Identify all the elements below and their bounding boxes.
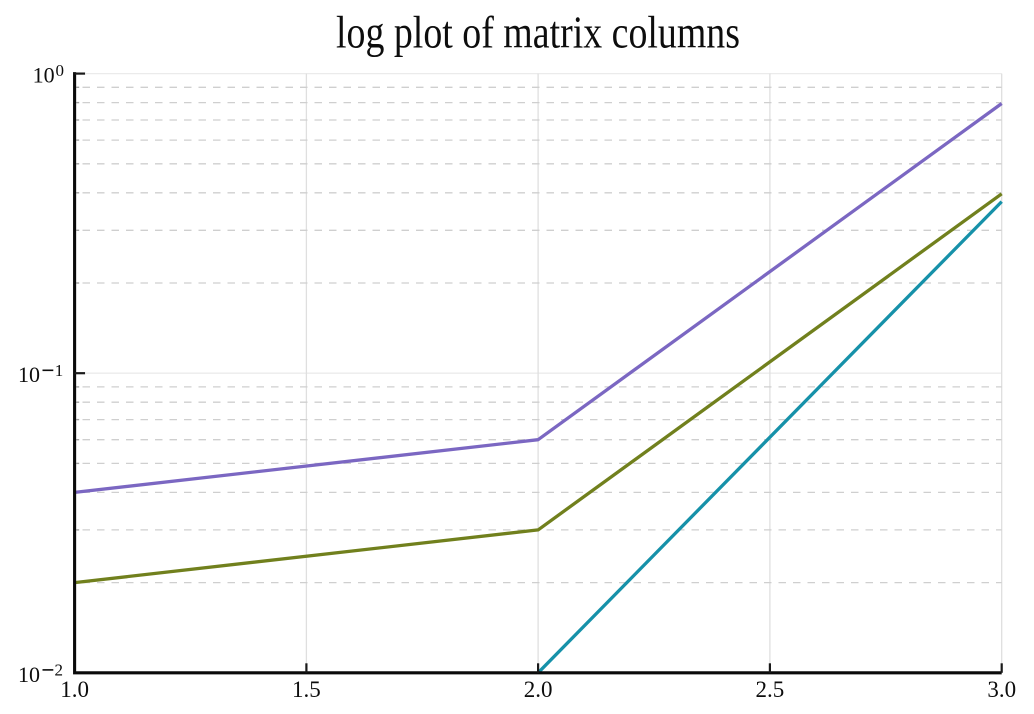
svg-text:3.0: 3.0 [987,677,1016,702]
svg-text:2: 2 [55,660,64,679]
svg-text:2.0: 2.0 [524,677,553,702]
svg-text:1.5: 1.5 [292,677,321,702]
svg-text:log plot of matrix columns: log plot of matrix columns [336,7,740,58]
svg-text:10: 10 [18,662,40,687]
svg-text:1.0: 1.0 [60,677,89,702]
svg-text:1: 1 [55,361,64,380]
svg-text:10: 10 [18,362,40,387]
svg-text:10: 10 [33,63,55,88]
svg-text:0: 0 [56,61,65,80]
svg-text:2.5: 2.5 [756,677,785,702]
